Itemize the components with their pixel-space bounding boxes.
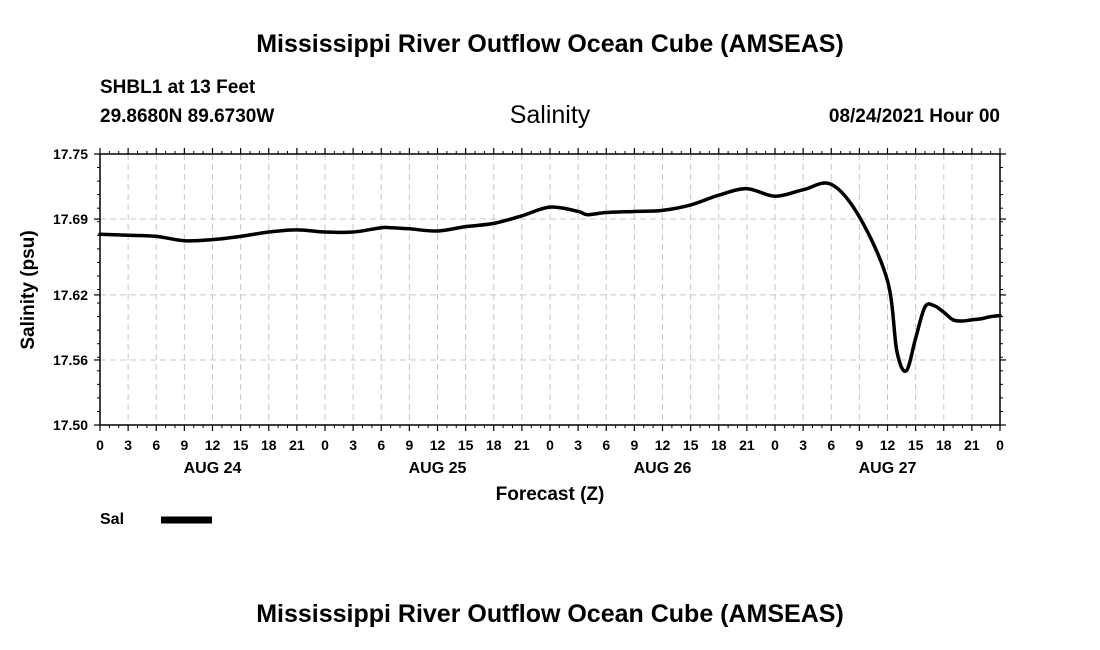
- x-tick-label: 0: [996, 437, 1004, 453]
- day-labels: AUG 24 AUG 25 AUG 26 AUG 27: [184, 460, 917, 477]
- x-tick-label: 18: [486, 437, 502, 453]
- x-tick-label: 6: [377, 437, 385, 453]
- forecast-date: 08/24/2021 Hour 00: [828, 106, 1000, 127]
- y-tick-label: 17.75: [53, 146, 88, 162]
- x-tick-label: 3: [799, 437, 807, 453]
- x-tick-label: 12: [880, 437, 896, 453]
- chart-title: Mississippi River Outflow Ocean Cube (AM…: [256, 30, 844, 58]
- y-tick-label: 17.50: [53, 417, 88, 433]
- x-tick-label: 18: [711, 437, 727, 453]
- x-tick-label: 12: [655, 437, 671, 453]
- day-label: AUG 26: [634, 460, 692, 477]
- x-tick-label: 3: [124, 437, 132, 453]
- y-tick-label: 17.56: [53, 352, 88, 368]
- station-coordinates: 29.8680N 89.6730W: [100, 106, 275, 127]
- x-tick-label: 21: [514, 437, 530, 453]
- grid-lines: [100, 154, 1000, 425]
- salinity-series-line: [98, 181, 1002, 373]
- x-tick-label: 0: [546, 437, 554, 453]
- x-tick-label: 6: [602, 437, 610, 453]
- axis-ticks: [94, 148, 1006, 431]
- x-tick-label: 21: [964, 437, 980, 453]
- x-tick-label: 9: [180, 437, 188, 453]
- x-tick-label: 6: [827, 437, 835, 453]
- x-tick-labels: 0 3 6 9 12 15 18 21 0 3 6 9 12 15 18 21 0 3 6 9 12 15 18 21 0 3 6 9…: [96, 437, 1004, 453]
- y-axis-label: Salinity (psu): [18, 230, 39, 349]
- x-tick-label: 15: [233, 437, 249, 453]
- x-tick-label: 3: [574, 437, 582, 453]
- x-tick-label: 18: [261, 437, 277, 453]
- x-tick-label: 0: [96, 437, 104, 453]
- y-tick-label: 17.62: [53, 287, 88, 303]
- legend-label: Sal: [100, 511, 124, 528]
- day-label: AUG 25: [409, 460, 467, 477]
- x-tick-label: 6: [152, 437, 160, 453]
- x-tick-label: 18: [936, 437, 952, 453]
- footer-title: Mississippi River Outflow Ocean Cube (AM…: [256, 600, 844, 628]
- x-tick-label: 12: [205, 437, 221, 453]
- x-tick-label: 21: [739, 437, 755, 453]
- station-label: SHBL1 at 13 Feet: [100, 77, 256, 98]
- x-tick-label: 15: [458, 437, 474, 453]
- x-tick-label: 9: [630, 437, 638, 453]
- x-tick-label: 3: [349, 437, 357, 453]
- day-label: AUG 24: [184, 460, 242, 477]
- x-tick-label: 15: [908, 437, 924, 453]
- x-tick-label: 21: [289, 437, 305, 453]
- x-tick-label: 15: [683, 437, 699, 453]
- x-tick-label: 0: [771, 437, 779, 453]
- x-tick-label: 9: [855, 437, 863, 453]
- variable-title: Salinity: [509, 101, 591, 129]
- x-tick-label: 9: [405, 437, 413, 453]
- x-tick-label: 12: [430, 437, 446, 453]
- y-tick-label: 17.69: [53, 211, 88, 227]
- x-axis-label: Forecast (Z): [496, 484, 605, 505]
- day-label: AUG 27: [859, 460, 917, 477]
- x-tick-label: 0: [321, 437, 329, 453]
- y-tick-labels: 17.75 17.69 17.62 17.56 17.50: [53, 146, 88, 433]
